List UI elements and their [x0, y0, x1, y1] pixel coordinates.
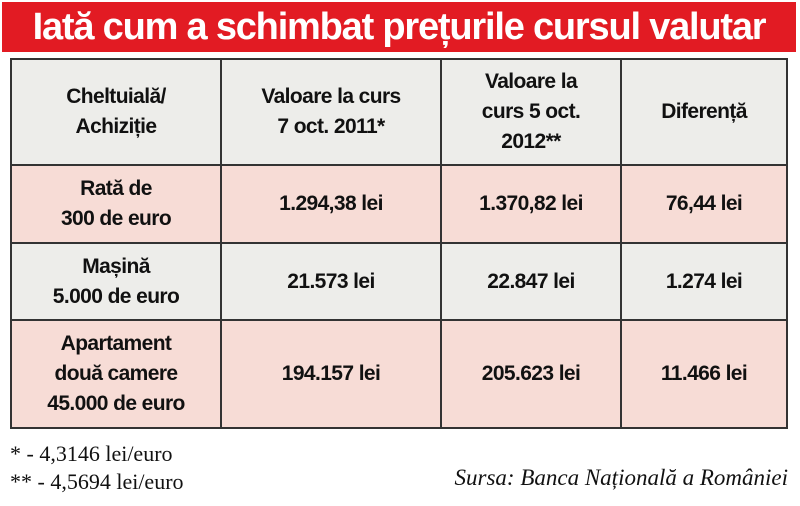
value-2012: 205.623 lei [440, 319, 622, 429]
header-cell-value-2012: Valoare la curs 5 oct. 2012** [440, 58, 622, 166]
page-title: Iată cum a schimbat prețurile cursul val… [32, 6, 767, 48]
title-banner: Iată cum a schimbat prețurile cursul val… [2, 2, 796, 52]
table-row: Rată de 300 de euro 1.294,38 lei 1.370,8… [10, 164, 788, 244]
table-row: Mașină 5.000 de euro 21.573 lei 22.847 l… [10, 242, 788, 321]
header-cell-expense: Cheltuială/ Achiziție [10, 58, 222, 166]
value-2011: 21.573 lei [220, 242, 442, 321]
source-credit: Sursa: Banca Națională a României [454, 465, 788, 490]
difference: 1.274 lei [620, 242, 788, 321]
footnote-2011: * - 4,3146 lei/euro [10, 441, 173, 466]
footnote-2012: ** - 4,5694 lei/euro [10, 469, 184, 494]
value-2011: 194.157 lei [220, 319, 442, 429]
value-2012: 1.370,82 lei [440, 164, 622, 244]
footnotes: * - 4,3146 lei/euro ** - 4,5694 lei/euro [10, 440, 184, 496]
difference: 76,44 lei [620, 164, 788, 244]
row-label: Rată de 300 de euro [10, 164, 222, 244]
header-row: Cheltuială/ Achiziție Valoare la curs 7 … [10, 58, 788, 166]
difference: 11.466 lei [620, 319, 788, 429]
value-2011: 1.294,38 lei [220, 164, 442, 244]
header-cell-difference: Diferență [620, 58, 788, 166]
value-2012: 22.847 lei [440, 242, 622, 321]
header-cell-value-2011: Valoare la curs 7 oct. 2011* [220, 58, 442, 166]
row-label: Apartament două camere 45.000 de euro [10, 319, 222, 429]
table-row: Apartament două camere 45.000 de euro 19… [10, 319, 788, 429]
row-label: Mașină 5.000 de euro [10, 242, 222, 321]
exchange-table: Cheltuială/ Achiziție Valoare la curs 7 … [10, 58, 788, 429]
